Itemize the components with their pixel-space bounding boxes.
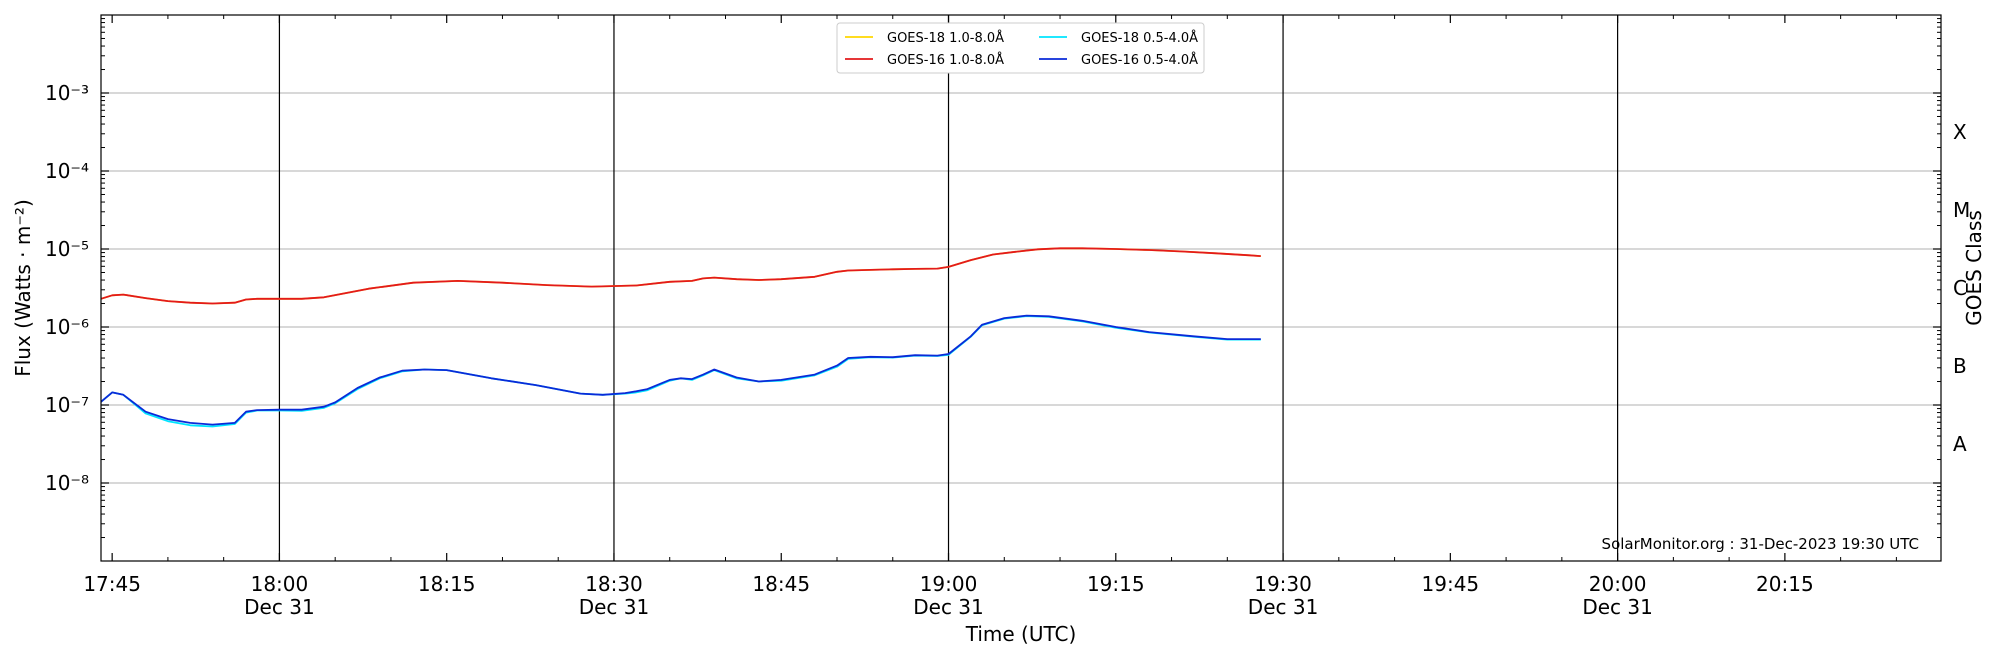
y-tick-label: 10⁻⁶ xyxy=(45,315,89,339)
plot-frame xyxy=(100,14,1942,562)
x-tick-label: 19:00 xyxy=(920,572,978,596)
x-tick-date-label: Dec 31 xyxy=(1248,595,1319,619)
goes-class-label-m: M xyxy=(1953,198,1970,222)
x-tick-label: 17:45 xyxy=(83,572,141,596)
credit-text: SolarMonitor.org : 31-Dec-2023 19:30 UTC xyxy=(1602,535,1919,553)
x-tick-label: 18:00 xyxy=(251,572,309,596)
ticks-layer xyxy=(101,15,1941,561)
series-line-1 xyxy=(100,247,1261,305)
legend-label-3: GOES-18 0.5-4.0Å xyxy=(1081,30,1198,46)
goes-class-label-x: X xyxy=(1953,120,1967,144)
goes-class-axis-title: GOES Class xyxy=(1962,210,1986,326)
x-tick-label: 18:15 xyxy=(418,572,476,596)
goes-class-label-c: C xyxy=(1953,276,1967,300)
x-tick-label: 19:15 xyxy=(1087,572,1145,596)
vertical-lines-layer xyxy=(278,15,1619,561)
x-tick-date-label: Dec 31 xyxy=(579,595,650,619)
legend: GOES-18 1.0-8.0Å GOES-16 1.0-8.0Å GOES-18 … xyxy=(836,22,1205,74)
y-tick-label: 10⁻⁸ xyxy=(45,471,89,495)
x-tick-label: 20:00 xyxy=(1589,572,1647,596)
series-line-4 xyxy=(100,314,1261,426)
y-tick-label: 10⁻³ xyxy=(45,81,89,105)
legend-label-4: GOES-16 0.5-4.0Å xyxy=(1081,52,1198,68)
series-layer xyxy=(100,247,1261,428)
x-tick-label: 18:45 xyxy=(752,572,810,596)
goes-class-label-a: A xyxy=(1953,432,1967,456)
legend-box xyxy=(836,22,1205,74)
x-tick-date-label: Dec 31 xyxy=(1582,595,1653,619)
legend-label-2: GOES-16 1.0-8.0Å xyxy=(887,52,1004,68)
x-axis-title: Time (UTC) xyxy=(965,622,1077,646)
y-axis-title: Flux (Watts · m⁻²) xyxy=(11,199,35,377)
y-tick-label: 10⁻⁷ xyxy=(45,393,89,417)
y-tick-label: 10⁻⁴ xyxy=(45,159,89,183)
legend-label-1: GOES-18 1.0-8.0Å xyxy=(887,30,1004,46)
goes-class-label-b: B xyxy=(1953,354,1967,378)
x-tick-label: 18:30 xyxy=(585,572,643,596)
x-tick-label: 20:15 xyxy=(1756,572,1814,596)
x-tick-date-label: Dec 31 xyxy=(244,595,315,619)
x-tick-date-label: Dec 31 xyxy=(913,595,984,619)
x-tick-label: 19:45 xyxy=(1422,572,1480,596)
grid-layer xyxy=(101,92,1941,484)
y-tick-label: 10⁻⁵ xyxy=(45,237,89,261)
series-line-2 xyxy=(100,247,1261,305)
x-tick-label: 19:30 xyxy=(1254,572,1312,596)
